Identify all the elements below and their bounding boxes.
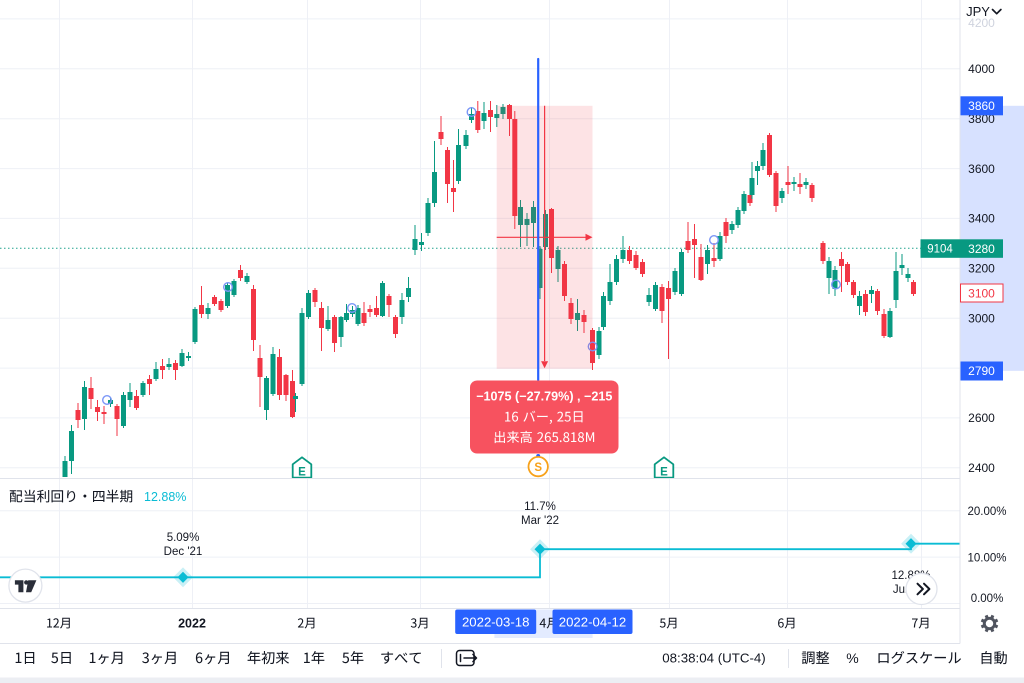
svg-text:E: E [298, 466, 306, 478]
svg-text:2022: 2022 [178, 617, 206, 631]
svg-text:S: S [534, 462, 542, 474]
svg-text:E: E [660, 466, 668, 478]
svg-text:4000: 4000 [968, 62, 995, 76]
svg-text:%: % [846, 650, 858, 666]
svg-text:3100: 3100 [968, 286, 995, 300]
svg-text:3400: 3400 [968, 212, 995, 226]
svg-text:20.00%: 20.00% [967, 506, 1006, 518]
svg-text:4200: 4200 [968, 16, 995, 30]
svg-text:JPY: JPY [966, 4, 990, 19]
svg-text:11.7%: 11.7% [524, 501, 556, 513]
svg-text:Mar '22: Mar '22 [521, 515, 559, 527]
svg-text:2790: 2790 [968, 364, 995, 378]
svg-text:08:38:04 (UTC-4): 08:38:04 (UTC-4) [662, 651, 765, 666]
svg-text:2022-03-18: 2022-03-18 [462, 615, 529, 630]
svg-text:5.09%: 5.09% [167, 532, 200, 544]
svg-text:3800: 3800 [968, 112, 995, 126]
svg-text:Dec '21: Dec '21 [164, 546, 203, 558]
svg-text:3000: 3000 [968, 311, 995, 325]
svg-text:3860: 3860 [968, 99, 995, 113]
svg-text:3600: 3600 [968, 162, 995, 176]
svg-text:12.88%: 12.88% [144, 490, 186, 504]
svg-text:3280: 3280 [968, 242, 995, 256]
svg-text:2400: 2400 [968, 461, 995, 475]
svg-text:2022-04-12: 2022-04-12 [559, 615, 626, 630]
svg-text:10.00%: 10.00% [967, 552, 1006, 564]
svg-text:0.00%: 0.00% [971, 593, 1004, 605]
svg-text:3200: 3200 [968, 262, 995, 276]
svg-text:9104: 9104 [927, 244, 953, 256]
svg-text:2600: 2600 [968, 411, 995, 425]
svg-text:−1075 (−27.79%) , −215: −1075 (−27.79%) , −215 [476, 389, 612, 403]
